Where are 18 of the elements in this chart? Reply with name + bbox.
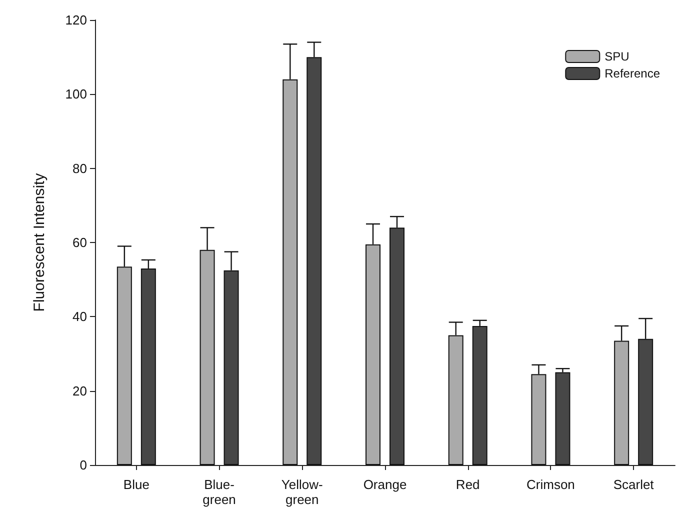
y-tick-label: 120: [65, 12, 87, 28]
y-tick-label: 20: [72, 383, 87, 398]
x-tick-label: Crimson: [526, 477, 575, 492]
y-tick-label: 100: [65, 86, 87, 102]
legend-label: SPU: [604, 50, 630, 64]
x-tick-label: Scarlet: [613, 477, 654, 492]
bar: [555, 372, 570, 465]
x-tick-label: Blue: [123, 477, 150, 492]
y-tick-label: 40: [72, 309, 87, 324]
x-tick-label: Red: [456, 477, 480, 492]
legend-label: Reference: [604, 66, 660, 80]
y-axis-title: Fluorescent Intensity: [31, 172, 48, 312]
y-tick-label: 80: [72, 160, 87, 176]
x-tick-label: Blue-green: [202, 477, 236, 507]
x-tick-label: Yellow-green: [281, 477, 323, 507]
y-tick-label: 0: [80, 458, 87, 472]
x-tick-label: Orange: [363, 477, 407, 492]
y-tick-label: 60: [72, 235, 87, 250]
